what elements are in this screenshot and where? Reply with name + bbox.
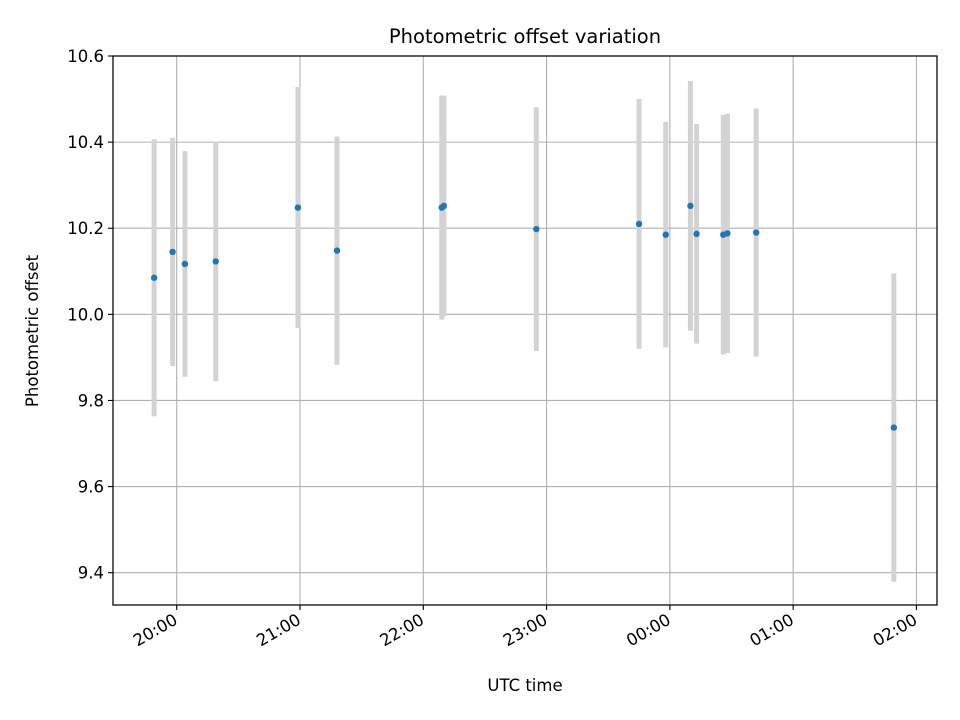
data-point <box>724 230 731 237</box>
y-tick-label: 10.6 <box>67 47 104 66</box>
y-tick-label: 9.6 <box>78 478 104 497</box>
data-point <box>662 231 669 238</box>
chart-title: Photometric offset variation <box>389 25 661 48</box>
data-point <box>693 230 700 238</box>
data-point <box>752 229 760 236</box>
data-point <box>212 258 219 265</box>
data-point <box>181 260 189 268</box>
data-point <box>440 202 448 210</box>
data-point <box>294 204 302 211</box>
x-axis-label: UTC time <box>487 676 562 695</box>
data-points <box>150 202 898 431</box>
y-tick-label: 9.8 <box>78 391 104 410</box>
data-point <box>150 274 158 281</box>
y-tick-label: 10.2 <box>67 219 104 238</box>
data-point <box>687 202 694 210</box>
y-tick-label: 10.4 <box>67 133 104 152</box>
data-point <box>169 248 176 256</box>
data-point <box>890 424 898 431</box>
data-point <box>333 247 341 254</box>
y-tick-label: 9.4 <box>78 564 104 583</box>
y-axis-label: Photometric offset <box>23 254 42 407</box>
data-point <box>635 220 643 228</box>
y-axis: 9.4 9.6 9.8 10.0 10.2 10.4 10.6 <box>67 47 113 583</box>
plot-frame <box>112 55 938 606</box>
data-point <box>533 225 540 233</box>
y-tick-label: 10.0 <box>67 305 104 324</box>
